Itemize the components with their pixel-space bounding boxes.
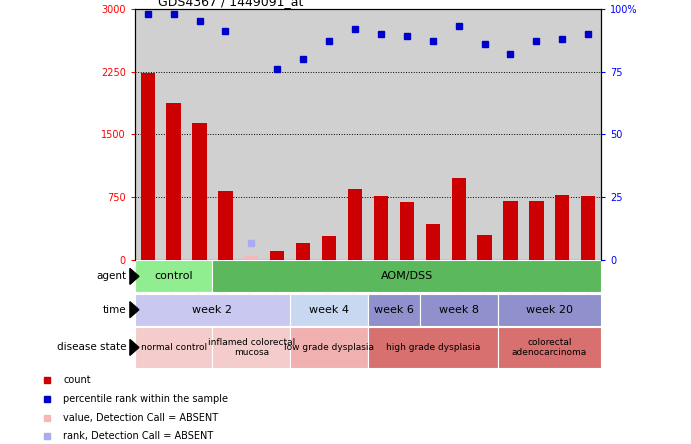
Text: agent: agent — [96, 271, 126, 281]
Bar — [213, 260, 601, 292]
Bar — [368, 327, 498, 368]
Polygon shape — [130, 268, 139, 284]
Text: count: count — [64, 375, 91, 385]
Text: GDS4367 / 1449091_at: GDS4367 / 1449091_at — [158, 0, 303, 8]
Bar — [529, 201, 544, 260]
Bar — [290, 294, 368, 326]
Bar — [290, 327, 368, 368]
Text: inflamed colorectal
mucosa: inflamed colorectal mucosa — [208, 338, 295, 357]
Text: control: control — [154, 271, 193, 281]
Bar — [244, 256, 258, 260]
Text: week 8: week 8 — [439, 305, 479, 315]
Bar — [399, 202, 414, 260]
Text: percentile rank within the sample: percentile rank within the sample — [64, 394, 229, 404]
Bar — [167, 103, 181, 260]
Bar — [322, 236, 337, 260]
Bar — [192, 123, 207, 260]
Text: week 20: week 20 — [526, 305, 573, 315]
Text: value, Detection Call = ABSENT: value, Detection Call = ABSENT — [64, 412, 218, 423]
Text: high grade dysplasia: high grade dysplasia — [386, 343, 480, 352]
Text: low grade dysplasia: low grade dysplasia — [284, 343, 374, 352]
Text: normal control: normal control — [140, 343, 207, 352]
Text: colorectal
adenocarcinoma: colorectal adenocarcinoma — [512, 338, 587, 357]
Bar — [135, 294, 290, 326]
Bar — [374, 196, 388, 260]
Bar — [135, 260, 213, 292]
Bar — [135, 327, 213, 368]
Bar — [498, 294, 601, 326]
Bar — [503, 201, 518, 260]
Bar — [477, 235, 492, 260]
Bar — [296, 243, 310, 260]
Bar — [426, 224, 440, 260]
Polygon shape — [130, 302, 139, 318]
Text: week 6: week 6 — [374, 305, 414, 315]
Text: AOM/DSS: AOM/DSS — [381, 271, 433, 281]
Text: week 4: week 4 — [309, 305, 349, 315]
Bar — [348, 190, 362, 260]
Bar — [270, 250, 285, 260]
Text: rank, Detection Call = ABSENT: rank, Detection Call = ABSENT — [64, 432, 214, 441]
Bar — [368, 294, 420, 326]
Bar — [451, 178, 466, 260]
Polygon shape — [130, 339, 139, 355]
Bar — [555, 194, 569, 260]
Bar — [218, 191, 233, 260]
Bar — [140, 73, 155, 260]
Bar — [420, 294, 498, 326]
Bar — [498, 327, 601, 368]
Text: disease state: disease state — [57, 342, 126, 353]
Bar — [213, 327, 290, 368]
Bar — [581, 196, 596, 260]
Text: time: time — [103, 305, 126, 315]
Text: week 2: week 2 — [193, 305, 232, 315]
